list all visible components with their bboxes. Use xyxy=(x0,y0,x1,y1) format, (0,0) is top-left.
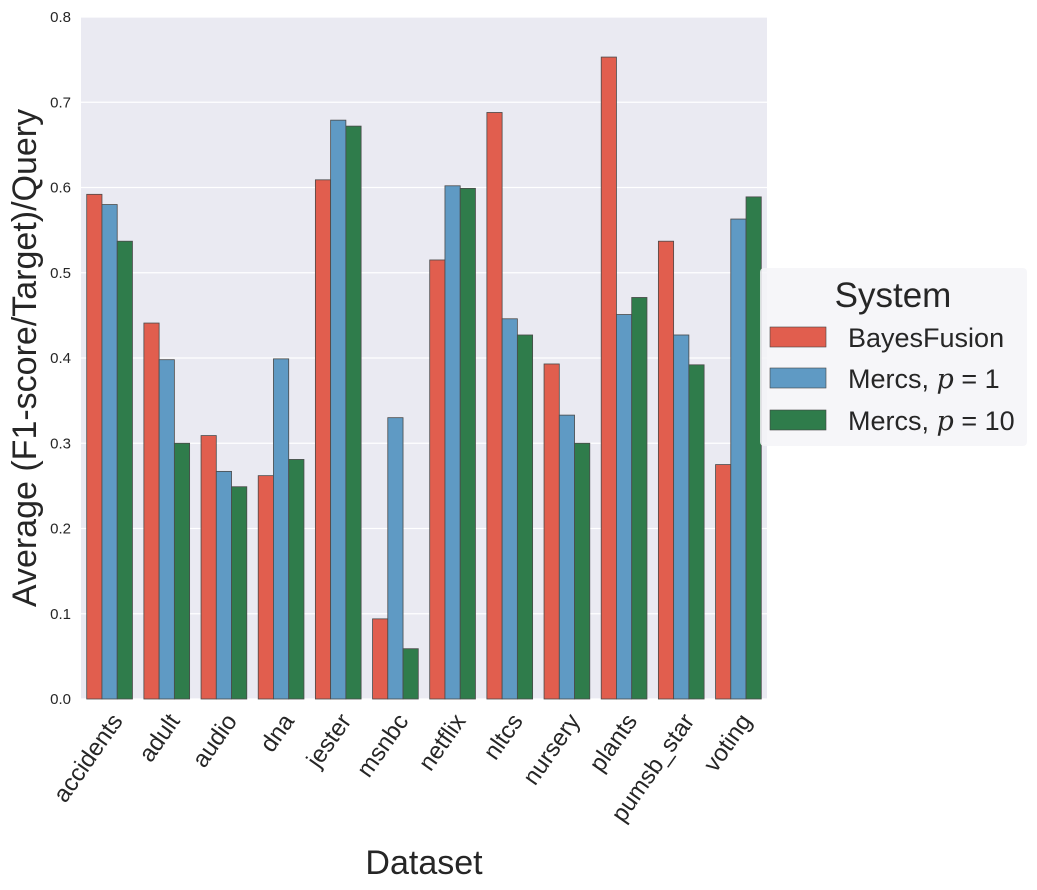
legend: System BayesFusion Mercs, p = 1 Mercs, p… xyxy=(760,268,1027,446)
y-tick-label: 0.5 xyxy=(50,265,71,282)
bar-dna-1 xyxy=(273,358,290,700)
y-tick-label: 0.3 xyxy=(50,435,71,452)
legend-box xyxy=(760,268,1027,446)
bar-accidents-1 xyxy=(101,204,118,700)
x-tick-label-plants: plants xyxy=(584,709,643,777)
bar-voting-1 xyxy=(730,218,747,700)
x-tick-label-accidents: accidents xyxy=(48,709,128,808)
x-tick-label-msnbc: msnbc xyxy=(352,709,415,782)
legend-swatch-mercs-p1 xyxy=(769,367,827,389)
bar-plants-0 xyxy=(600,56,617,700)
x-tick-label-jester: jester xyxy=(301,709,357,773)
legend-swatch-mercs-p10 xyxy=(769,409,827,431)
y-tick-label: 0.7 xyxy=(50,94,71,111)
bar-plants-1 xyxy=(616,314,633,700)
bar-msnbc-1 xyxy=(387,417,404,700)
bar-dna-0 xyxy=(257,475,274,700)
bar-dna-2 xyxy=(288,459,305,700)
bar-nltcs-0 xyxy=(486,112,503,700)
bar-audio-0 xyxy=(200,435,217,700)
gridlines xyxy=(81,16,767,700)
y-axis-title: Average (F1-score/Target)/Query xyxy=(6,109,44,607)
x-axis-title: Dataset xyxy=(365,844,483,882)
y-tick-label: 0.1 xyxy=(50,606,71,623)
bar-voting-2 xyxy=(745,196,762,700)
y-tick-label: 0.8 xyxy=(50,9,71,26)
bar-adult-0 xyxy=(143,322,160,700)
bar-jester-2 xyxy=(345,125,362,700)
x-tick-label-voting: voting xyxy=(698,709,757,777)
bar-adult-1 xyxy=(158,359,175,700)
x-tick-label-netflix: netflix xyxy=(413,709,471,776)
y-tick-label: 0.6 xyxy=(50,180,71,197)
bar-audio-2 xyxy=(231,486,248,700)
bar-adult-2 xyxy=(173,442,191,700)
y-tick-labels: 0.0 0.1 0.2 0.3 0.4 0.5 0.6 0.7 0.8 xyxy=(50,9,71,708)
x-tick-label-nltcs: nltcs xyxy=(478,709,528,765)
bar-voting-0 xyxy=(715,464,732,700)
bar-nursery-0 xyxy=(543,363,560,700)
bar-accidents-0 xyxy=(86,193,103,700)
x-tick-label-nursery: nursery xyxy=(518,709,586,790)
legend-title: System xyxy=(835,276,952,315)
bar-nltcs-1 xyxy=(501,318,518,700)
legend-label-mercs-p10: Mercs, p = 10 xyxy=(848,406,1015,437)
bar-pumsb_star-1 xyxy=(673,334,690,700)
bar-netflix-2 xyxy=(459,187,476,700)
bar-msnbc-0 xyxy=(372,618,389,700)
legend-swatch-bayesfusion xyxy=(769,326,827,348)
legend-label-mercs-p1: Mercs, p = 1 xyxy=(848,364,1000,395)
bar-nltcs-2 xyxy=(516,334,534,700)
x-tick-label-audio: audio xyxy=(187,709,243,773)
bar-nursery-1 xyxy=(558,414,575,700)
bar-accidents-2 xyxy=(116,240,133,700)
bar-pumsb_star-0 xyxy=(657,240,675,700)
y-tick-label: 0.0 xyxy=(50,691,71,708)
y-tick-label: 0.2 xyxy=(50,521,71,538)
y-tick-label: 0.4 xyxy=(50,350,71,367)
bar-pumsb_star-2 xyxy=(688,364,705,700)
x-tick-label-dna: dna xyxy=(255,708,300,757)
bar-audio-1 xyxy=(215,470,232,700)
bar-netflix-0 xyxy=(429,259,446,700)
bar-nursery-2 xyxy=(574,442,591,700)
bar-jester-1 xyxy=(330,119,347,700)
legend-label-bayesfusion: BayesFusion xyxy=(848,323,1004,353)
bars xyxy=(86,56,762,700)
bar-netflix-1 xyxy=(444,185,461,700)
bar-plants-2 xyxy=(631,297,648,700)
x-tick-label-adult: adult xyxy=(134,709,186,767)
bar-msnbc-2 xyxy=(402,648,419,700)
bar-jester-0 xyxy=(314,179,332,700)
